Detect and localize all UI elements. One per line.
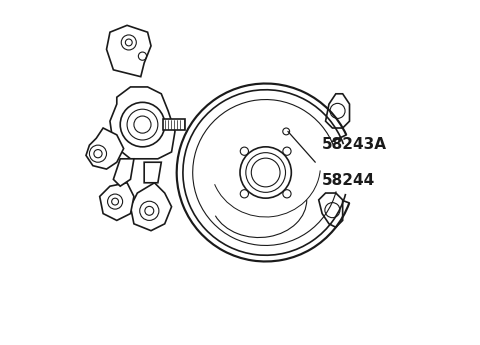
Polygon shape	[319, 193, 343, 227]
Polygon shape	[100, 183, 134, 220]
Polygon shape	[325, 94, 349, 128]
Polygon shape	[107, 25, 151, 77]
Polygon shape	[144, 162, 161, 183]
Polygon shape	[110, 87, 175, 159]
Text: 58243A: 58243A	[322, 137, 387, 152]
Polygon shape	[131, 183, 171, 231]
Text: 58244: 58244	[322, 172, 375, 187]
Polygon shape	[163, 119, 185, 130]
Polygon shape	[86, 128, 124, 169]
Polygon shape	[113, 159, 134, 186]
